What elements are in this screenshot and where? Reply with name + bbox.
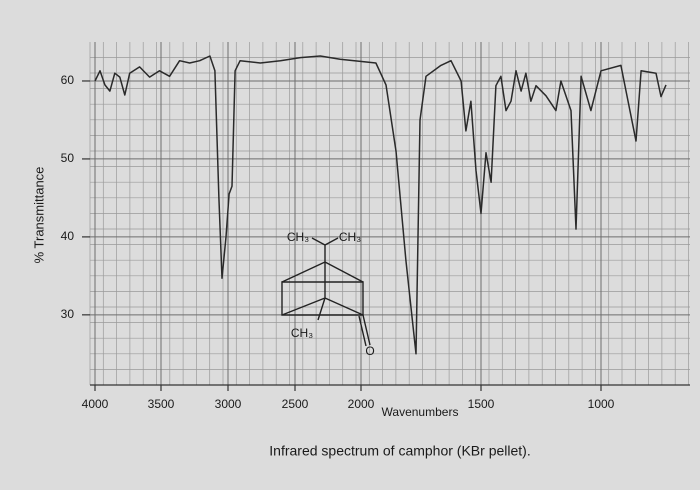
y-tick-label: 30 (61, 307, 75, 321)
x-tick-label: 1500 (468, 397, 495, 411)
x-tick-label: 2500 (282, 397, 309, 411)
y-axis-label: % Transmittance (31, 167, 46, 264)
x-tick-label: 2000 (348, 397, 375, 411)
x-tick-label: 4000 (82, 397, 109, 411)
spectrum-line (94, 55, 667, 355)
annotation: CH₃ (339, 230, 361, 244)
annotation: CH₃ (287, 230, 309, 244)
y-tick-label: 40 (61, 229, 75, 243)
annotation: O (365, 344, 374, 358)
x-tick-label: 1000 (588, 397, 615, 411)
x-tick-label: 3500 (148, 397, 175, 411)
camphor-structure: CH₃ CH₃ CH₃ O (281, 230, 375, 358)
x-tick-label: 3000 (215, 397, 242, 411)
x-axis-label: Wavenumbers (382, 405, 459, 419)
y-tick-label: 60 (61, 73, 75, 87)
chart-title: Infrared spectrum of camphor (KBr pellet… (269, 443, 530, 459)
annotation: CH₃ (291, 326, 313, 340)
y-tick-label: 50 (61, 151, 75, 165)
bonds (281, 237, 371, 347)
